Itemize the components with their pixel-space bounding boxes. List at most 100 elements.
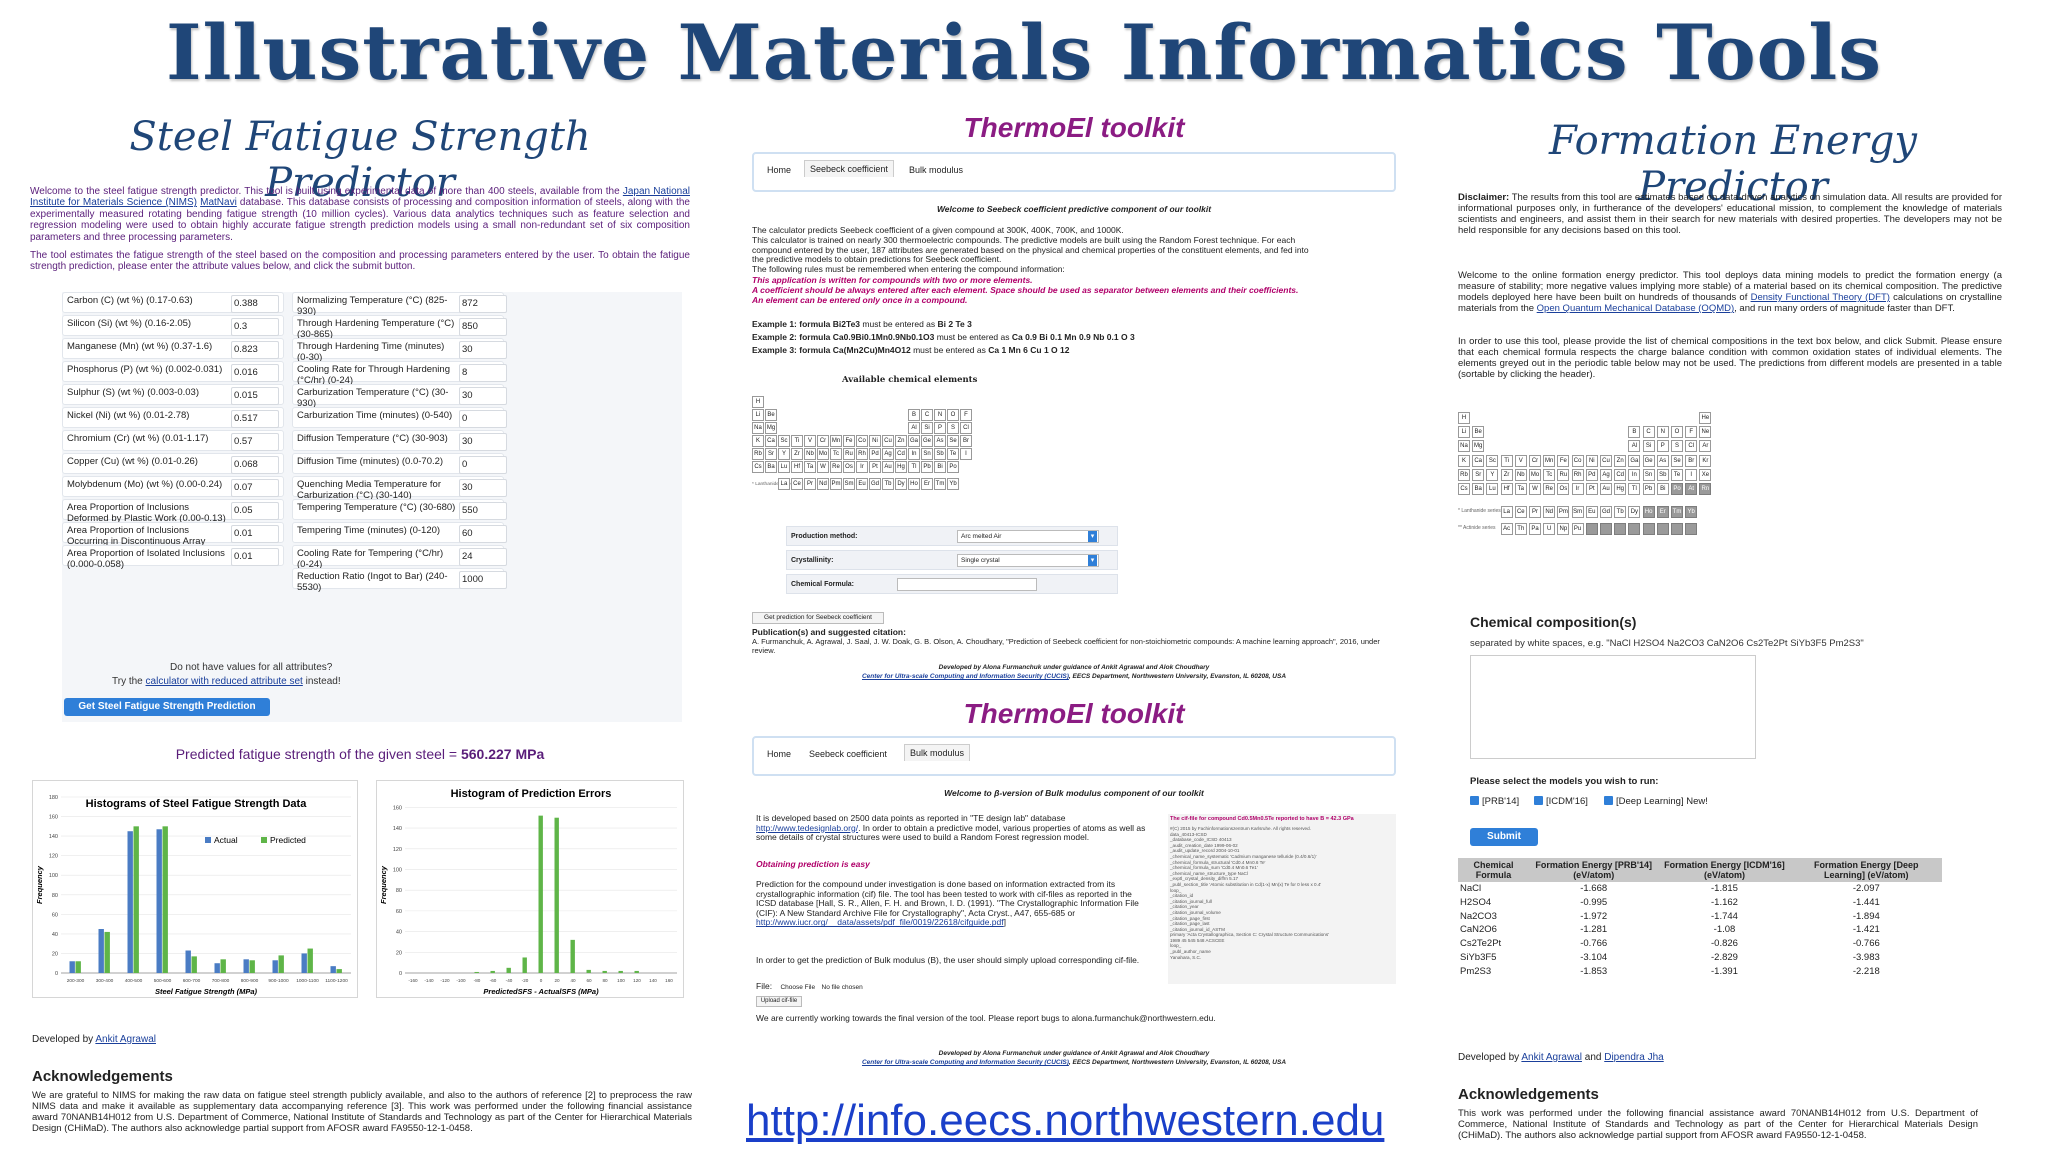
fe-element-cell[interactable]: Lu (1486, 483, 1499, 495)
element-cell[interactable]: Cr (817, 435, 829, 447)
field-input[interactable]: 0.016 (231, 364, 279, 382)
element-cell[interactable]: Ga (908, 435, 920, 447)
field-input[interactable]: 60 (459, 525, 507, 543)
field-input[interactable]: 0.05 (231, 502, 279, 520)
element-cell[interactable]: Au (882, 461, 894, 473)
fe-element-cell[interactable]: S (1671, 440, 1683, 453)
element-cell[interactable]: Y (778, 448, 790, 460)
fe-submit-button[interactable]: Submit (1470, 828, 1538, 846)
lanthanide-cell[interactable]: Gd (869, 478, 881, 490)
field-input[interactable]: 0.517 (231, 410, 279, 428)
fe-actinide-cell[interactable]: Pu (1571, 522, 1584, 535)
element-cell[interactable]: H (752, 396, 764, 408)
fe-lanthanide-cell[interactable]: Tb (1614, 505, 1627, 518)
fe-element-cell[interactable]: Be (1472, 426, 1485, 439)
fe-element-cell[interactable]: F (1685, 426, 1698, 439)
fe-element-cell[interactable]: I (1685, 468, 1698, 481)
fe-element-cell[interactable]: Hg (1614, 483, 1627, 495)
element-cell[interactable]: Ba (765, 461, 777, 473)
fe-lanthanide-cell[interactable]: Tm (1671, 505, 1683, 518)
fe-element-cell[interactable]: Ba (1472, 483, 1485, 495)
field-input[interactable]: 550 (459, 502, 507, 520)
fe-element-cell[interactable]: Pt (1585, 483, 1598, 495)
fe-element-cell[interactable]: Mo (1529, 468, 1541, 481)
fe-element-cell[interactable]: Tc (1543, 468, 1556, 481)
fe-element-cell[interactable]: Te (1671, 468, 1683, 481)
element-cell[interactable]: Sb (934, 448, 946, 460)
element-cell[interactable]: V (804, 435, 816, 447)
field-input[interactable]: 0 (459, 410, 507, 428)
lanthanide-cell[interactable]: La (778, 478, 790, 490)
fe-element-cell[interactable]: Re (1543, 483, 1556, 495)
fe-element-cell[interactable]: In (1628, 468, 1641, 481)
fe-lanthanide-cell[interactable]: Er (1656, 505, 1669, 518)
lanthanide-cell[interactable]: Ce (791, 478, 803, 490)
element-cell[interactable]: As (934, 435, 946, 447)
field-input[interactable]: 872 (459, 295, 507, 313)
fe-element-cell[interactable]: Ag (1600, 468, 1612, 481)
element-cell[interactable]: B (908, 409, 920, 421)
fe-element-cell[interactable]: Al (1628, 440, 1641, 453)
element-cell[interactable]: Mg (765, 422, 777, 434)
fe-lanthanide-cell[interactable]: Pm (1557, 505, 1570, 518)
fe-element-cell[interactable]: Sr (1472, 468, 1485, 481)
field-input[interactable]: 0.015 (231, 387, 279, 405)
fe-lanthanide-cell[interactable]: Nd (1543, 505, 1556, 518)
element-cell[interactable]: Sn (921, 448, 933, 460)
cucis-link-2[interactable]: Center for Ultra-scale Computing and Inf… (861, 1059, 1069, 1066)
fe-element-cell[interactable]: N (1656, 426, 1669, 439)
get-prediction-button[interactable]: Get Steel Fatigue Strength Prediction (64, 698, 270, 716)
lanthanide-cell[interactable]: Dy (895, 478, 907, 490)
fe-actinide-cell[interactable]: U (1543, 522, 1556, 535)
fe-actinide-cell[interactable]: Pa (1529, 522, 1541, 535)
element-cell[interactable]: Cd (895, 448, 907, 460)
fe-element-cell[interactable]: Kr (1699, 454, 1712, 467)
fe-element-cell[interactable]: Br (1685, 454, 1698, 467)
fe-table-header-cell[interactable]: Chemical Formula (1458, 858, 1529, 882)
fe-element-cell[interactable]: Cu (1600, 454, 1612, 467)
fe-element-cell[interactable]: Ir (1571, 483, 1584, 495)
fe-element-cell[interactable]: Ru (1557, 468, 1570, 481)
fe-element-cell[interactable]: Mn (1543, 454, 1556, 467)
lanthanide-cell[interactable]: Eu (856, 478, 868, 490)
field-input[interactable]: 0.388 (231, 295, 279, 313)
developer-link-jha[interactable]: Dipendra Jha (1604, 1052, 1664, 1063)
fe-element-cell[interactable]: Ni (1585, 454, 1598, 467)
element-cell[interactable]: Te (947, 448, 959, 460)
element-cell[interactable]: Os (843, 461, 855, 473)
lanthanide-cell[interactable]: Sm (843, 478, 855, 490)
fe-element-cell[interactable]: Mg (1472, 440, 1485, 453)
element-cell[interactable]: Mo (817, 448, 829, 460)
element-cell[interactable]: Lu (778, 461, 790, 473)
fe-element-cell[interactable]: Au (1600, 483, 1612, 495)
lanthanide-cell[interactable]: Nd (817, 478, 829, 490)
fe-element-cell[interactable]: Tl (1628, 483, 1641, 495)
developer-link-agrawal[interactable]: Ankit Agrawal (1521, 1052, 1582, 1063)
element-cell[interactable]: K (752, 435, 764, 447)
element-cell[interactable]: Po (947, 461, 959, 473)
crystallinity-select[interactable]: Single crystal (957, 554, 1099, 567)
element-cell[interactable]: Co (856, 435, 868, 447)
element-cell[interactable]: N (934, 409, 946, 421)
element-cell[interactable]: Hf (791, 461, 803, 473)
field-input[interactable]: 0.01 (231, 525, 279, 543)
nav-bulk-modulus-2[interactable]: Bulk modulus (904, 744, 971, 761)
field-input[interactable]: 1000 (459, 571, 507, 589)
fe-element-cell[interactable]: Se (1671, 454, 1683, 467)
element-cell[interactable]: Ti (791, 435, 803, 447)
fe-element-cell[interactable]: Ta (1514, 483, 1527, 495)
fe-element-cell[interactable]: He (1699, 412, 1712, 424)
fe-element-cell[interactable]: Os (1557, 483, 1570, 495)
element-cell[interactable]: Nb (804, 448, 816, 460)
element-cell[interactable]: Al (908, 422, 920, 434)
fe-lanthanide-cell[interactable]: Dy (1628, 505, 1641, 518)
fe-table-header-cell[interactable]: Formation Energy [ICDM'16] (eV/atom) (1658, 858, 1791, 882)
upload-cif-button[interactable]: Upload cif-file (756, 996, 802, 1007)
element-cell[interactable]: Pd (869, 448, 881, 460)
fe-element-cell[interactable]: O (1671, 426, 1683, 439)
cucis-link[interactable]: Center for Ultra-scale Computing and Inf… (861, 673, 1069, 680)
fe-element-cell[interactable]: Zn (1614, 454, 1627, 467)
matnavi-link[interactable]: MatNavi (200, 197, 237, 209)
field-input[interactable]: 0.07 (231, 479, 279, 497)
field-input[interactable]: 8 (459, 364, 507, 382)
